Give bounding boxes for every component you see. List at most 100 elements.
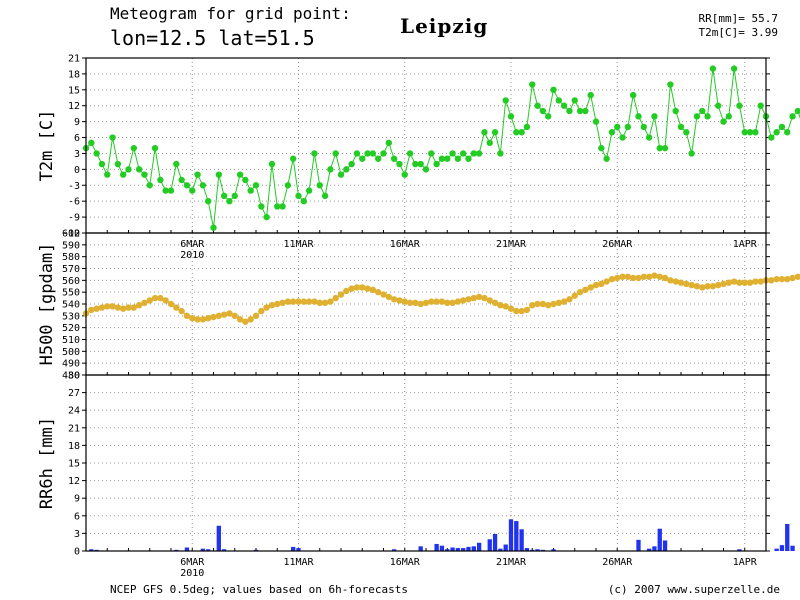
t2m-ytick-label: 6 xyxy=(74,133,80,144)
t2m-point xyxy=(635,113,642,120)
h500-point xyxy=(215,312,223,320)
h500-point xyxy=(587,284,594,291)
t2m-point xyxy=(566,107,573,115)
h500-ytick-label: 490 xyxy=(62,359,80,370)
h500-point xyxy=(369,286,377,293)
t2m-point xyxy=(746,129,754,136)
rr6h-bar xyxy=(785,524,790,551)
t2m-point xyxy=(390,155,398,162)
t2m-point xyxy=(449,150,456,157)
rr6h-bar xyxy=(455,548,461,551)
h500-point xyxy=(523,306,531,314)
rr6h-bar xyxy=(461,548,466,551)
t2m-axis-label: T2m [C] xyxy=(37,110,57,182)
t2m-point xyxy=(444,155,451,162)
h500-point xyxy=(433,298,440,305)
t2m-point xyxy=(709,65,717,72)
rr6h-bar xyxy=(206,549,211,551)
rr6h-bar xyxy=(89,549,94,551)
t2m-point xyxy=(529,81,536,88)
h500-point xyxy=(481,294,488,302)
rr6h-bar xyxy=(551,549,556,551)
t2m-point xyxy=(146,182,153,189)
rr6h-ytick-label: 0 xyxy=(74,547,80,558)
t2m-point xyxy=(359,155,366,162)
t2m-point xyxy=(125,166,132,173)
h500-point xyxy=(146,297,153,304)
t2m-year-label: 2010 xyxy=(180,250,204,261)
h500-point xyxy=(396,297,403,304)
h500-ytick-label: 560 xyxy=(62,276,80,287)
h500-point xyxy=(651,272,658,279)
h500-ytick-label: 530 xyxy=(62,311,80,322)
h500-point xyxy=(178,307,185,315)
stat-t2m-mean: T2m[C]= 3.99 xyxy=(698,26,778,39)
t2m-point xyxy=(688,150,695,157)
t2m-point xyxy=(316,182,323,189)
t2m-point xyxy=(582,107,589,115)
t2m-point xyxy=(396,160,403,168)
h500-point xyxy=(560,298,568,305)
h500-point xyxy=(475,293,483,301)
rr6h-bar xyxy=(450,547,455,551)
rr6h-bar xyxy=(492,533,498,551)
h500-point xyxy=(598,280,605,288)
t2m-point xyxy=(263,213,270,221)
t2m-xtick-label: 6MAR xyxy=(180,239,205,250)
rr6h-bar xyxy=(652,546,657,551)
h500-point xyxy=(444,299,451,307)
h500-point xyxy=(390,296,398,303)
t2m-point xyxy=(470,150,478,157)
h500-point xyxy=(603,278,610,285)
h500-point xyxy=(289,298,297,305)
t2m-point xyxy=(422,166,430,173)
rr6h-bar xyxy=(779,545,785,551)
t2m-point xyxy=(337,171,345,178)
h500-point xyxy=(88,306,95,314)
t2m-point xyxy=(619,134,626,141)
title-line1: Meteogram for grid point: xyxy=(110,4,351,23)
rr6h-bar xyxy=(391,549,397,551)
h500-point xyxy=(295,298,302,305)
rr6h-ytick-label: 15 xyxy=(68,459,80,470)
h500-ytick-label: 570 xyxy=(62,264,80,275)
t2m-point xyxy=(481,129,488,136)
h500-point xyxy=(412,299,419,307)
t2m-point xyxy=(459,150,467,157)
h500-point xyxy=(752,278,759,285)
h500-ytick-label: 520 xyxy=(62,323,80,334)
h500-point xyxy=(428,298,435,305)
t2m-point xyxy=(167,187,175,194)
h500-point xyxy=(667,277,674,284)
h500-point xyxy=(730,278,738,285)
rr6h-ytick-label: 6 xyxy=(74,511,80,522)
t2m-point xyxy=(141,171,148,178)
t2m-point xyxy=(173,160,180,168)
t2m-point xyxy=(135,166,143,173)
h500-point xyxy=(119,305,127,312)
t2m-point xyxy=(380,150,387,157)
t2m-point xyxy=(279,203,286,210)
t2m-point xyxy=(327,166,334,173)
rr6h-ytick-label: 30 xyxy=(68,371,80,382)
t2m-xtick-label: 16MAR xyxy=(390,239,421,250)
t2m-point xyxy=(220,192,228,200)
t2m-xtick-label: 11MAR xyxy=(283,239,314,250)
t2m-point xyxy=(226,197,233,205)
h500-point xyxy=(507,305,515,312)
h500-point xyxy=(709,283,717,290)
h500-point xyxy=(704,283,711,290)
h500-point xyxy=(614,274,621,282)
t2m-point xyxy=(576,107,584,115)
h500-point xyxy=(592,281,600,289)
rr6h-xtick-label: 11MAR xyxy=(283,557,314,568)
t2m-point xyxy=(353,150,361,157)
h500-point xyxy=(736,279,743,286)
location-name: Leipzig xyxy=(400,14,489,38)
t2m-ytick-label: -12 xyxy=(62,229,80,240)
rr6h-ytick-label: 3 xyxy=(74,529,80,540)
rr6h-xtick-label: 16MAR xyxy=(390,557,421,568)
t2m-point xyxy=(534,102,541,109)
h500-point xyxy=(714,281,722,289)
t2m-point xyxy=(624,123,632,131)
